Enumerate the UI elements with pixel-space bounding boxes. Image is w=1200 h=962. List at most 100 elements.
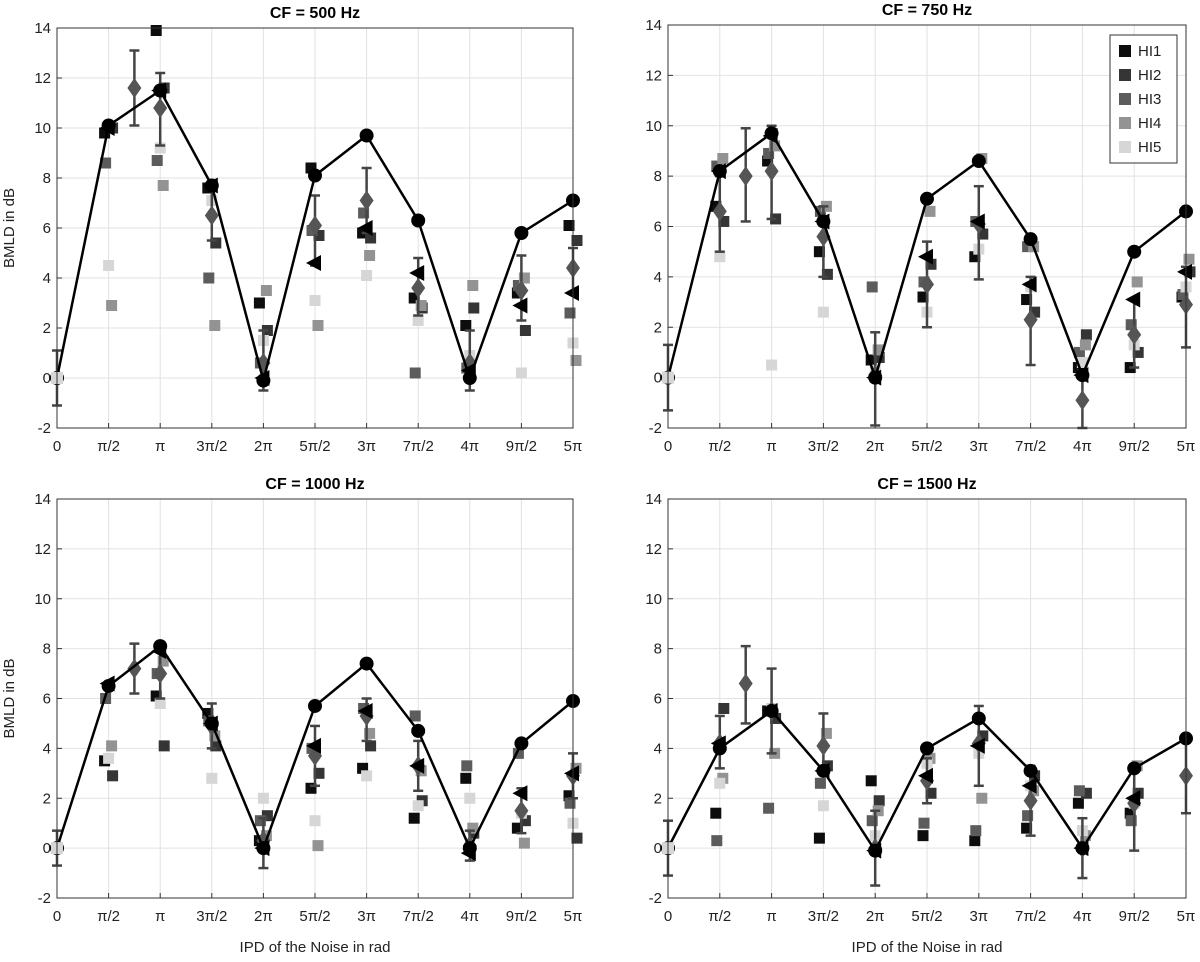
x-tick-label: 9π/2 [506,438,537,455]
mean-diamond-marker [816,735,831,756]
mean-diamond-marker [153,663,168,684]
mean-triangle-marker [202,177,218,194]
subject-hi1-marker [762,155,774,167]
mean-triangle-marker [151,643,167,660]
subject-hi2-marker [1132,346,1144,358]
x-tick-label: 5π [1177,438,1196,455]
x-tick-label: 5π/2 [299,438,330,455]
mean-triangle-marker [1021,276,1037,293]
x-tick-label: 0 [53,438,61,455]
subject-hi5-marker [412,800,424,812]
subject-hi2-marker [365,740,377,752]
panel-title: CF = 1500 Hz [877,476,976,493]
model-prediction-point [971,711,986,726]
x-tick-label: 3π [969,438,988,455]
model-prediction-point [359,656,374,671]
y-tick-label: 2 [654,319,662,336]
mean-triangle-marker [866,842,882,859]
subject-hi1-marker [305,162,317,174]
subject-hi1-marker [969,251,981,263]
legend-label: HI2 [1138,67,1161,84]
subject-hi4-marker [1183,253,1195,265]
mean-triangle-marker [460,845,476,862]
x-tick-label: 5π [564,438,583,455]
x-tick-label: 0 [664,438,672,455]
subject-hi1-marker [150,690,162,702]
mean-triangle-marker [564,285,579,301]
mean-diamond-marker [920,274,934,295]
subject-hi2-marker [925,258,937,270]
subject-hi5-marker [464,792,476,804]
mean-triangle-marker [306,255,321,271]
mean-triangle-marker [969,213,985,230]
subject-hi2-marker [1029,306,1041,318]
subject-hi5-marker [361,770,373,782]
x-tick-label: 7π/2 [1015,438,1046,455]
legend-swatch [1119,93,1131,105]
x-axis-label: IPD of the Noise in rad [240,939,391,956]
mean-diamond-marker [738,673,753,694]
x-tick-label: 5π [1177,908,1196,925]
y-tick-label: -2 [649,890,662,907]
mean-triangle-marker [254,370,270,386]
subject-hi3-marker [409,367,421,379]
subject-hi1-marker [865,354,877,366]
subject-hi1-marker [99,127,111,139]
subject-hi3-marker [461,760,473,772]
subject-hi4-marker [260,285,272,296]
mean-diamond-marker [1023,790,1038,811]
mean-diamond-marker [1127,324,1142,345]
subject-hi1-marker [202,707,214,719]
y-tick-label: -2 [649,420,662,437]
mean-diamond-marker [153,98,168,118]
subject-hi5-marker [817,306,829,318]
y-tick-label: 8 [654,641,662,658]
mean-triangle-marker [866,369,882,386]
subject-hi2-marker [261,810,273,822]
x-tick-label: π [155,438,165,455]
mean-triangle-marker [254,840,270,857]
model-prediction-point [1023,232,1038,247]
x-tick-label: 4π [1073,908,1092,925]
subject-hi2-marker [468,302,480,314]
subject-hi1-marker [1021,294,1033,306]
y-tick-label: 6 [43,691,51,708]
subject-hi1-marker [357,762,369,774]
x-tick-label: π/2 [708,908,731,925]
mean-diamond-marker [712,201,727,222]
y-tick-label: 4 [654,269,662,286]
subject-hi3-marker [1125,815,1137,827]
panel-title: CF = 1000 Hz [265,476,364,493]
mean-diamond-marker [514,280,529,301]
subject-hi3-marker [564,307,576,319]
x-tick-label: 9π/2 [1119,908,1150,925]
subject-hi5-marker [714,777,726,789]
subject-hi5-marker [817,800,829,812]
mean-triangle-marker [762,702,778,719]
y-tick-label: 2 [654,790,662,807]
axes-box [667,498,1187,899]
x-tick-label: 2π [254,908,273,925]
subject-hi4-marker [1131,276,1143,288]
subject-hi1-marker [511,822,523,834]
subject-hi1-marker [460,772,472,784]
x-tick-label: 0 [664,908,672,925]
y-tick-label: 0 [654,840,662,857]
y-tick-label: 8 [43,641,51,658]
subject-hi2-marker [770,712,782,724]
subject-hi2-marker [1080,329,1092,341]
y-tick-label: 12 [34,70,51,87]
subject-hi3-marker [711,835,723,847]
y-tick-label: 10 [34,591,51,608]
mean-diamond-marker [738,166,753,187]
subject-hi4-marker [312,840,324,852]
x-tick-label: 2π [866,908,885,925]
subject-hi3-marker [1177,289,1189,301]
mean-triangle-marker [918,767,933,784]
model-prediction-point [411,723,426,738]
x-tick-label: 5π/2 [911,438,942,455]
subject-hi3-marker [1022,810,1034,822]
